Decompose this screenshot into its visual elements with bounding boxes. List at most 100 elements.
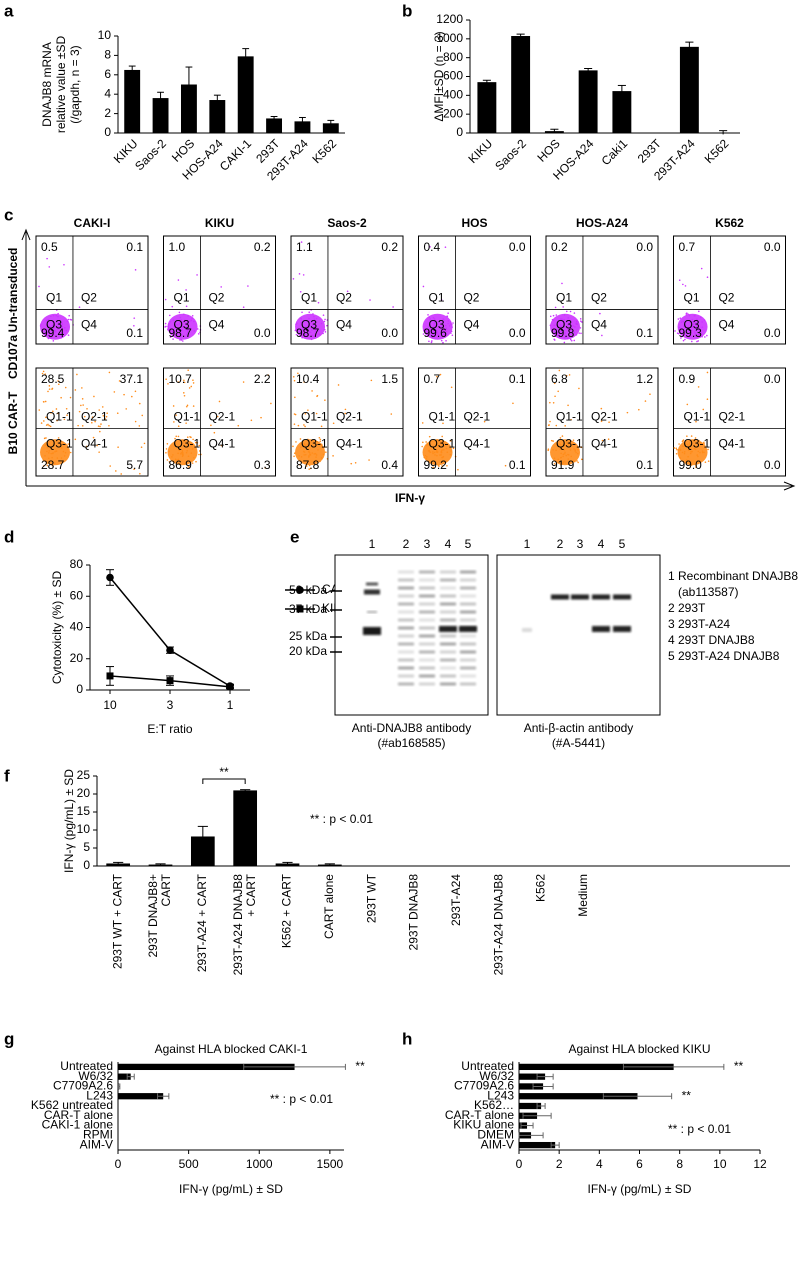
event-dot [141, 414, 144, 417]
event-dot [52, 340, 55, 342]
event-dot [423, 329, 425, 332]
quadrant-value: 0.1 [636, 458, 653, 472]
event-dot [309, 441, 312, 444]
x-tick-label: 293T-A24 DNAJB8 [491, 874, 505, 976]
event-dot [168, 322, 170, 325]
event-dot [326, 324, 328, 327]
event-dot [423, 456, 426, 459]
event-dot [601, 334, 603, 337]
column-title: Saos-2 [327, 216, 367, 230]
x-tick-label: Saos-2 [132, 136, 169, 173]
event-dot [260, 416, 262, 419]
event-dot [697, 450, 700, 453]
event-dot [45, 319, 48, 322]
event-dot [39, 325, 42, 327]
x-axis-label: IFN-γ (pg/mL) ± SD [179, 1182, 283, 1196]
event-dot [140, 446, 143, 449]
event-dot [182, 392, 185, 394]
event-dot [293, 413, 296, 415]
x-tick-label: 1000 [246, 1157, 273, 1171]
chart-title: Against HLA blocked KIKU [568, 1042, 710, 1056]
event-dot [192, 382, 195, 384]
event-dot [57, 380, 59, 382]
event-dot [185, 405, 188, 408]
event-dot [295, 328, 298, 331]
gate-label: Q4-1 [718, 437, 745, 451]
event-dot [679, 457, 682, 459]
event-dot [168, 460, 171, 463]
event-dot [74, 389, 77, 391]
event-dot [552, 319, 555, 322]
event-dot [574, 460, 576, 463]
band [398, 570, 414, 574]
event-dot [48, 450, 51, 452]
event-dot [575, 451, 577, 454]
panel-letter: g [4, 1029, 14, 1048]
event-dot [677, 449, 680, 451]
event-dot [191, 448, 194, 450]
event-dot [452, 447, 455, 450]
event-dot [450, 332, 452, 334]
event-dot [687, 313, 689, 315]
event-dot [572, 325, 575, 327]
event-dot [692, 321, 694, 323]
event-dot [563, 460, 566, 462]
band [440, 658, 456, 662]
event-dot [434, 322, 436, 325]
x-tick-label: 293T-A24 + CART [195, 873, 209, 972]
event-dot [294, 396, 296, 399]
gate-label: Q3 [174, 318, 190, 332]
band [459, 626, 477, 632]
gate-label: Q4 [463, 318, 479, 332]
event-dot [558, 369, 561, 372]
x-tick-label: 500 [179, 1157, 199, 1171]
event-dot [428, 340, 430, 343]
event-dot [45, 333, 47, 336]
quadrant-value: 1.0 [169, 240, 186, 254]
panel-letter: b [402, 1, 412, 20]
event-dot [178, 449, 181, 451]
event-dot [674, 330, 676, 332]
band [398, 674, 414, 678]
band [419, 642, 435, 646]
event-dot [177, 458, 180, 461]
event-dot [250, 419, 253, 422]
quadrant-value: 0.4 [381, 458, 398, 472]
event-dot [303, 334, 306, 336]
event-dot [55, 450, 57, 452]
event-dot [48, 388, 51, 390]
event-dot [692, 335, 695, 337]
quadrant-value: 86.9 [169, 458, 193, 472]
event-dot [108, 371, 111, 374]
event-dot [67, 334, 70, 336]
event-dot [450, 330, 453, 333]
event-dot [567, 453, 569, 456]
event-dot [192, 438, 194, 441]
event-dot [62, 333, 64, 335]
event-dot [578, 387, 580, 390]
event-dot [185, 305, 188, 308]
band [419, 634, 435, 638]
x-tick-label: 293T WT + CART [110, 873, 124, 969]
event-dot [573, 448, 575, 450]
event-dot [693, 447, 696, 450]
event-dot [693, 322, 695, 325]
event-dot [44, 454, 46, 457]
legend-marker [296, 586, 304, 594]
y-axis-label: Cytotoxicity (%) ± SD [50, 571, 64, 685]
event-dot [702, 408, 705, 411]
event-dot [449, 453, 452, 456]
event-dot [192, 379, 194, 381]
event-dot [445, 447, 448, 450]
event-dot [186, 449, 188, 452]
event-dot [701, 321, 703, 323]
event-dot [565, 374, 568, 377]
x-tick-label: 3 [167, 698, 174, 712]
event-dot [433, 329, 435, 332]
event-dot [182, 439, 185, 442]
event-dot [52, 410, 54, 413]
gate-label: Q4-1 [591, 437, 618, 451]
event-dot [308, 468, 311, 470]
gate-label: Q4-1 [463, 437, 490, 451]
event-dot [698, 310, 700, 313]
